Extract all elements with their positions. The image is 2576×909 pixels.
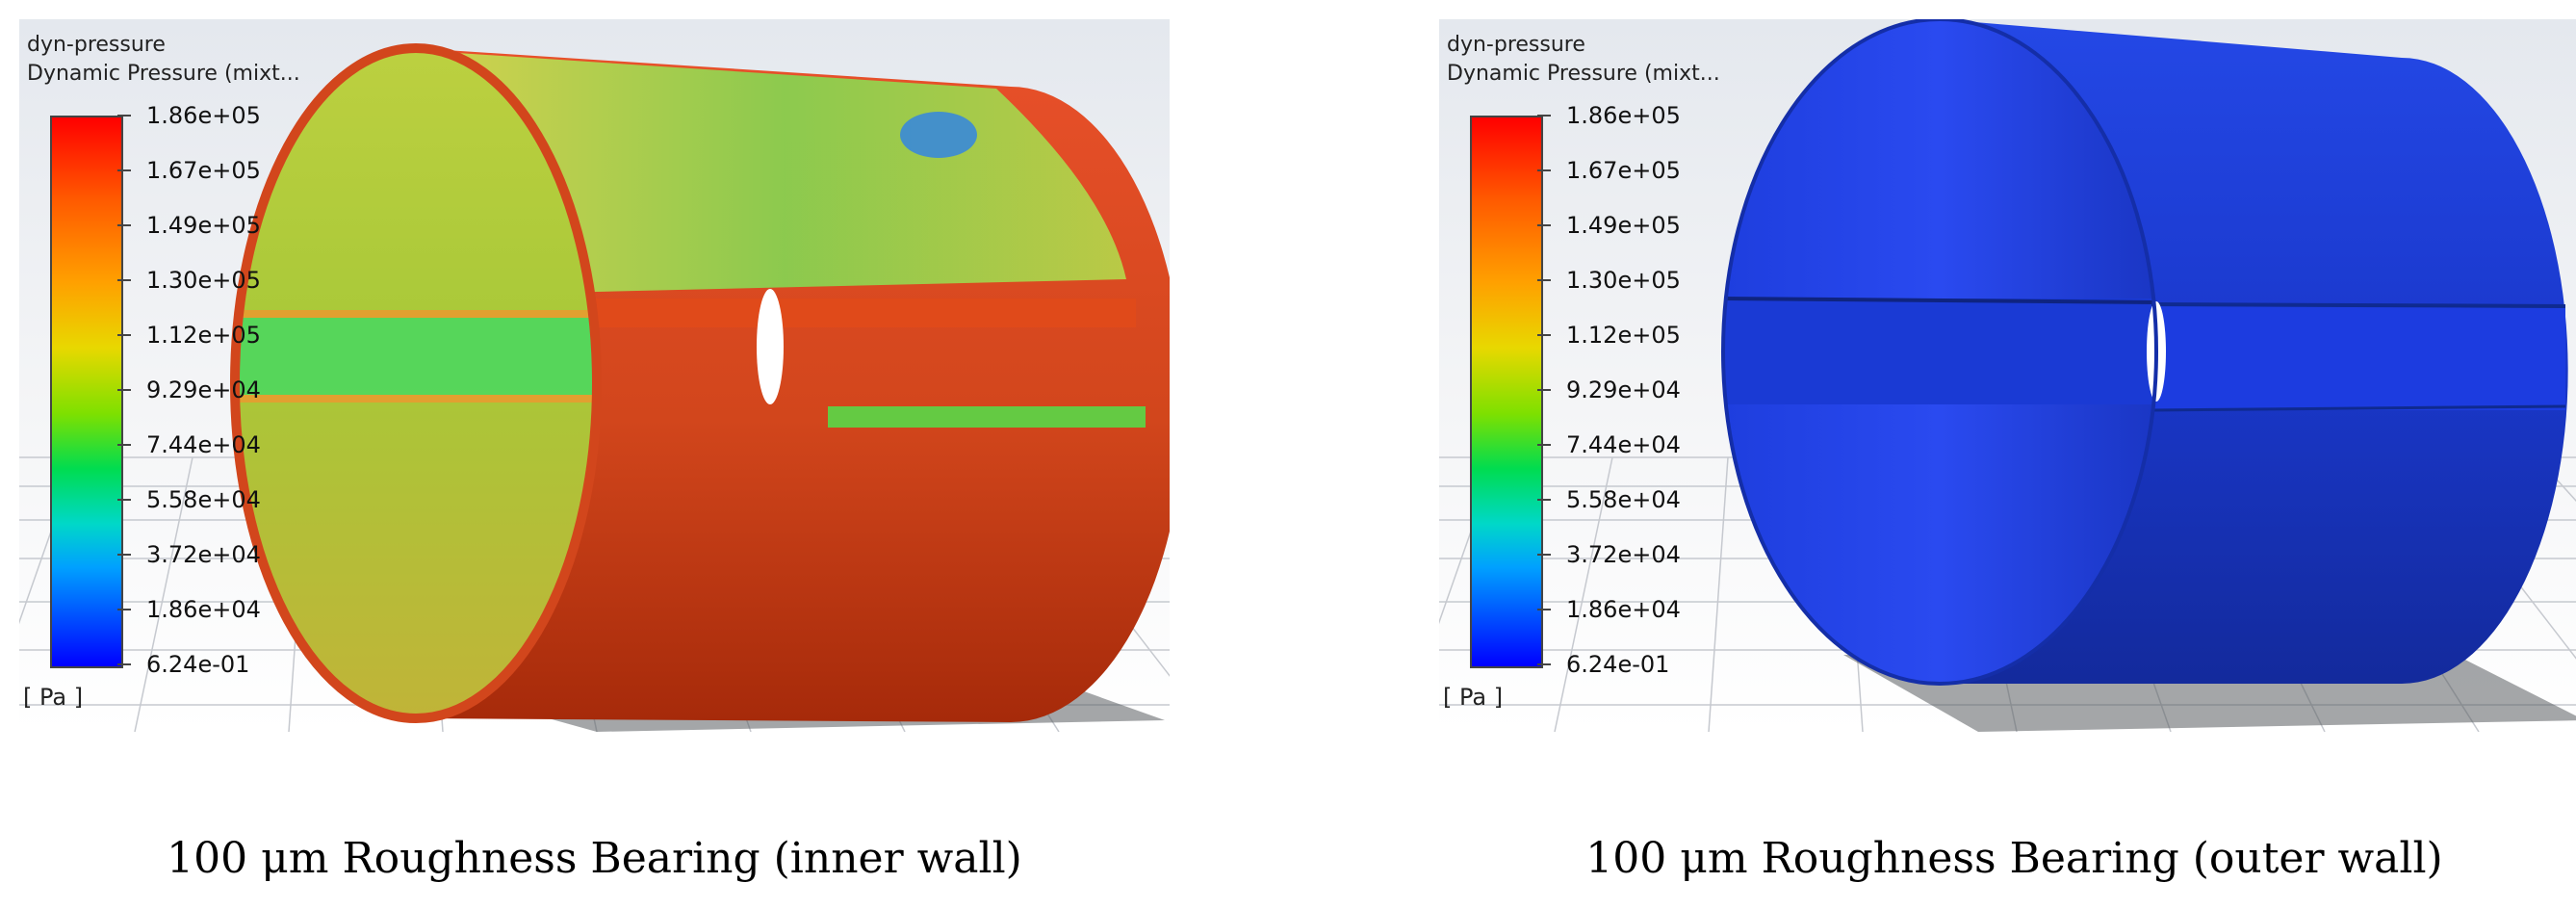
contour-panel-outer-wall: dyn-pressure Dynamic Pressure (mixt... 1… xyxy=(1439,19,2576,732)
colorbar-tick-label: 1.86e+05 xyxy=(146,102,261,129)
legend-variable-description: Dynamic Pressure (mixt... xyxy=(1447,62,1720,86)
legend-units: [ Pa ] xyxy=(1443,684,1504,711)
contour-panel-inner-wall: dyn-pressure Dynamic Pressure (mixt... 1… xyxy=(19,19,1170,732)
colorbar-tick-label: 1.86e+04 xyxy=(1566,596,1681,623)
colorbar-tick-label: 7.44e+04 xyxy=(146,431,261,458)
colorbar-tick-label: 9.29e+04 xyxy=(1566,377,1681,403)
front-groove-band xyxy=(1723,299,2156,404)
legend-variable-name: dyn-pressure xyxy=(27,33,166,57)
colorbar-tick-label: 9.29e+04 xyxy=(146,377,261,403)
colorbar-tick-label: 1.49e+05 xyxy=(1566,212,1681,239)
colorbar-ticks: 1.86e+05 1.67e+05 1.49e+05 1.30e+05 1.12… xyxy=(117,102,314,678)
caption-inner-wall: 100 μm Roughness Bearing (inner wall) xyxy=(167,834,1022,883)
colorbar-ticks: 1.86e+05 1.67e+05 1.49e+05 1.30e+05 1.12… xyxy=(1537,102,1734,678)
legend-units: [ Pa ] xyxy=(23,684,84,711)
colorbar-tick-label: 1.67e+05 xyxy=(146,157,261,184)
colorbar xyxy=(1470,116,1543,668)
colorbar-tick-label: 3.72e+04 xyxy=(1566,541,1681,568)
upper-pressure-band xyxy=(443,52,1126,295)
bearing-rim xyxy=(230,43,602,723)
colorbar-tick-label: 6.24e-01 xyxy=(146,651,250,678)
colorbar-tick-label: 1.86e+05 xyxy=(1566,102,1681,129)
colorbar-tick-label: 7.44e+04 xyxy=(1566,431,1681,458)
low-pressure-spot-top xyxy=(900,112,977,158)
groove-band-right-lower xyxy=(828,406,1146,428)
bearing-render-inner-wall xyxy=(19,19,1170,732)
colorbar-tick-label: 3.72e+04 xyxy=(146,541,261,568)
colorbar-tick-label: 1.67e+05 xyxy=(1566,157,1681,184)
legend-variable-name: dyn-pressure xyxy=(1447,33,1585,57)
colorbar xyxy=(50,116,123,668)
colorbar-tick-label: 1.30e+05 xyxy=(1566,267,1681,294)
colorbar-tick-label: 5.58e+04 xyxy=(146,486,261,513)
bearing-render-outer-wall xyxy=(1439,19,2576,732)
colorbar-tick-label: 1.12e+05 xyxy=(146,322,261,349)
caption-outer-wall: 100 μm Roughness Bearing (outer wall) xyxy=(1585,834,2443,883)
colorbar-tick-label: 1.30e+05 xyxy=(146,267,261,294)
colorbar-tick-label: 1.86e+04 xyxy=(146,596,261,623)
colorbar-tick-label: 5.58e+04 xyxy=(1566,486,1681,513)
colorbar-tick-label: 1.12e+05 xyxy=(1566,322,1681,349)
side-groove-band xyxy=(2151,304,2565,410)
inner-groove-band xyxy=(235,318,597,395)
legend-variable-description: Dynamic Pressure (mixt... xyxy=(27,62,300,86)
colorbar-tick-label: 1.49e+05 xyxy=(146,212,261,239)
colorbar-tick-label: 6.24e-01 xyxy=(1566,651,1670,678)
bearing-front-rim xyxy=(1721,19,2158,686)
